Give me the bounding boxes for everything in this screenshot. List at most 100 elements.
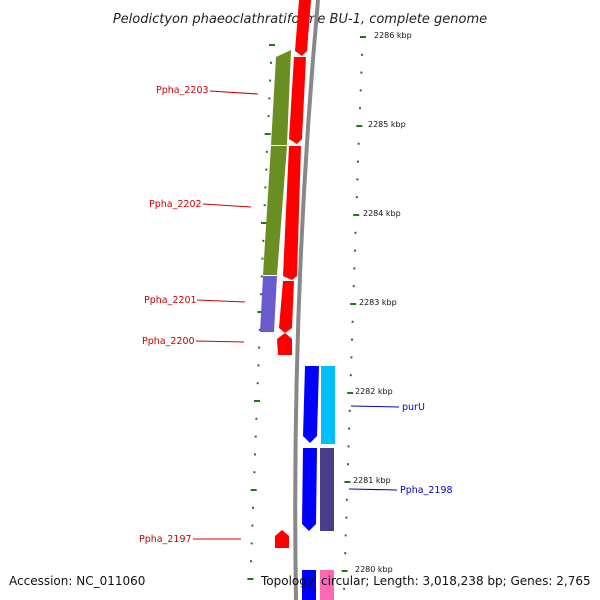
plus-strand-gene-track — [320, 366, 335, 600]
inner-track-tick — [265, 150, 268, 153]
leader-ppha-2203 — [209, 90, 259, 95]
outer-track-tick — [351, 320, 354, 323]
inner-track-tick — [261, 222, 267, 224]
scale-label-2285: 2285 kbp — [368, 120, 406, 129]
inner-track-tick — [254, 453, 256, 456]
outer-track-tick — [347, 445, 350, 448]
outer-track-tick — [354, 231, 357, 234]
scale-label-2283: 2283 kbp — [359, 298, 397, 307]
inner-track-tick — [262, 239, 265, 242]
inner-track-tick — [256, 382, 259, 385]
scale-label-2281: 2281 kbp — [353, 476, 391, 485]
inner-track-tick — [265, 168, 268, 171]
inner-track-tick — [250, 560, 253, 563]
outer-track-tick — [348, 409, 351, 412]
inner-track-tick — [270, 61, 272, 64]
inner-track-tick — [269, 79, 272, 82]
inner-track-tick — [269, 44, 275, 46]
inner-track-tick — [247, 578, 254, 580]
cds-top-red — [295, 0, 311, 56]
inner-track-tick — [260, 293, 263, 296]
leader-ppha-2202 — [202, 203, 252, 208]
outer-track-tick — [355, 196, 358, 199]
outer-track-tick — [345, 498, 348, 501]
label-ppha-2201: Ppha_2201 — [144, 295, 197, 306]
outer-track-tick — [353, 267, 356, 270]
outer-track-tick — [361, 53, 364, 56]
plus-strand-labels: purU Ppha_2198 — [348, 402, 453, 496]
minus-strand-gene-track — [260, 50, 291, 332]
leader-purU — [350, 405, 400, 408]
inner-track-tick — [268, 97, 271, 100]
gene-ppha-2201-bar — [260, 276, 277, 332]
outer-track-tick — [347, 392, 354, 394]
inner-track-tick — [252, 506, 254, 509]
gene-ppha-2202-bar — [263, 146, 287, 275]
inner-track-tick — [251, 524, 254, 527]
label-purU: purU — [402, 402, 425, 413]
inner-track-tick — [267, 115, 270, 118]
cds-ppha-2202-red — [283, 146, 301, 280]
gene-bottom-bar — [320, 570, 334, 600]
outer-track-tick — [347, 463, 349, 466]
cds-ppha-2201-red — [279, 281, 294, 333]
inner-tick-track — [247, 44, 275, 580]
label-ppha-2202: Ppha_2202 — [149, 199, 202, 210]
inner-track-tick — [255, 417, 258, 420]
cds-ppha-2197-red — [275, 530, 289, 548]
outer-track-tick — [353, 214, 360, 216]
outer-track-tick — [344, 552, 347, 555]
label-ppha-2203: Ppha_2203 — [156, 85, 209, 96]
outer-track-tick — [345, 516, 348, 519]
label-ppha-2197: Ppha_2197 — [139, 534, 192, 545]
outer-track-tick — [350, 303, 357, 305]
inner-track-tick — [261, 257, 264, 260]
genome-backbone — [293, 0, 320, 600]
scale-labels: 2286 kbp 2285 kbp 2284 kbp 2283 kbp 2282… — [353, 31, 412, 574]
topology-text: Topology: circular; Length: 3,018,238 bp… — [261, 574, 591, 588]
outer-track-tick — [344, 534, 347, 537]
leader-ppha-2198 — [348, 488, 398, 491]
inner-track-tick — [264, 186, 267, 189]
leader-ppha-2201 — [196, 299, 246, 303]
inner-track-tick — [263, 204, 266, 207]
inner-track-tick — [253, 471, 256, 474]
inner-track-tick — [264, 133, 271, 135]
outer-track-tick — [359, 107, 361, 110]
cds-bottom-blue — [302, 570, 316, 600]
outer-track-tick — [360, 36, 366, 38]
outer-track-tick — [352, 285, 355, 288]
inner-track-tick — [258, 328, 261, 331]
outer-track-tick — [357, 160, 359, 163]
minus-strand-cds-track — [275, 0, 311, 548]
inner-track-tick — [250, 542, 253, 545]
cds-ppha-2200-red — [277, 333, 292, 355]
outer-track-tick — [341, 570, 348, 572]
gene-purU-bar — [321, 366, 335, 444]
outer-track-tick — [343, 587, 346, 590]
scale-label-2280: 2280 kbp — [355, 565, 393, 574]
gene-ppha-2203-bar — [271, 50, 291, 145]
outer-track-tick — [349, 374, 352, 377]
outer-track-tick — [359, 89, 362, 92]
inner-track-tick — [250, 489, 257, 491]
inner-track-tick — [254, 400, 260, 402]
inner-track-tick — [254, 435, 257, 438]
outer-track-tick — [351, 338, 353, 341]
cds-purU-blue — [303, 366, 319, 443]
inner-track-tick — [258, 346, 261, 349]
minus-strand-labels: Ppha_2203 Ppha_2202 Ppha_2201 Ppha_2200 … — [139, 85, 259, 545]
scale-label-2282: 2282 kbp — [355, 387, 393, 396]
cds-ppha-2198-blue — [302, 448, 317, 531]
outer-track-tick — [348, 427, 351, 430]
scale-label-2284: 2284 kbp — [363, 209, 401, 218]
inner-track-tick — [257, 364, 260, 367]
outer-track-tick — [344, 481, 351, 483]
label-ppha-2200: Ppha_2200 — [142, 336, 195, 347]
outer-track-tick — [353, 249, 356, 252]
gene-ppha-2198-bar — [320, 448, 334, 531]
plus-strand-cds-track — [302, 366, 319, 600]
label-ppha-2198: Ppha_2198 — [400, 485, 453, 496]
outer-track-tick — [360, 71, 363, 74]
